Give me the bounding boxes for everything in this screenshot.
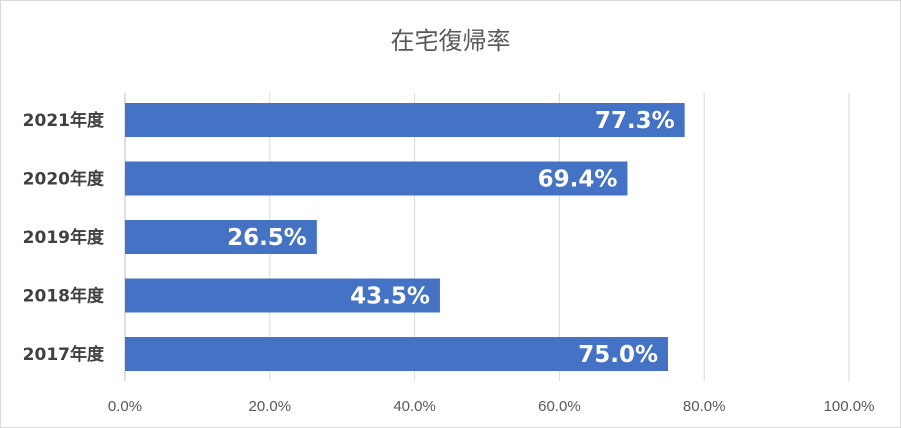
category-label-4: 2017年度 <box>23 344 105 365</box>
x-tick-label-1: 20.0% <box>249 398 292 415</box>
x-tick-label-5: 100.0% <box>824 398 875 415</box>
data-label-1: 69.4% <box>538 167 618 193</box>
bars <box>125 103 685 371</box>
category-label-1: 2020年度 <box>23 169 105 190</box>
data-label-0: 77.3% <box>595 108 675 134</box>
category-label-2: 2019年度 <box>23 227 105 248</box>
bar-4 <box>125 337 668 371</box>
bar-0 <box>125 103 685 137</box>
x-tick-label-3: 60.0% <box>538 398 581 415</box>
data-label-4: 75.0% <box>578 342 658 368</box>
x-tick-label-4: 80.0% <box>683 398 726 415</box>
data-label-3: 43.5% <box>350 284 430 310</box>
x-tick-label-2: 40.0% <box>393 398 436 415</box>
bar-2 <box>125 220 317 254</box>
data-label-2: 26.5% <box>227 225 307 251</box>
bar-1 <box>125 161 628 196</box>
category-label-3: 2018年度 <box>23 286 105 307</box>
chart-title: 在宅復帰率 <box>390 27 511 55</box>
x-tick-label-0: 0.0% <box>108 398 142 415</box>
bar-3 <box>125 278 440 313</box>
category-label-0: 2021年度 <box>23 110 105 131</box>
labels: 0.0% 20.0% 40.0% 60.0% 80.0% 100.0% 2021年度 77.3… <box>23 108 875 415</box>
